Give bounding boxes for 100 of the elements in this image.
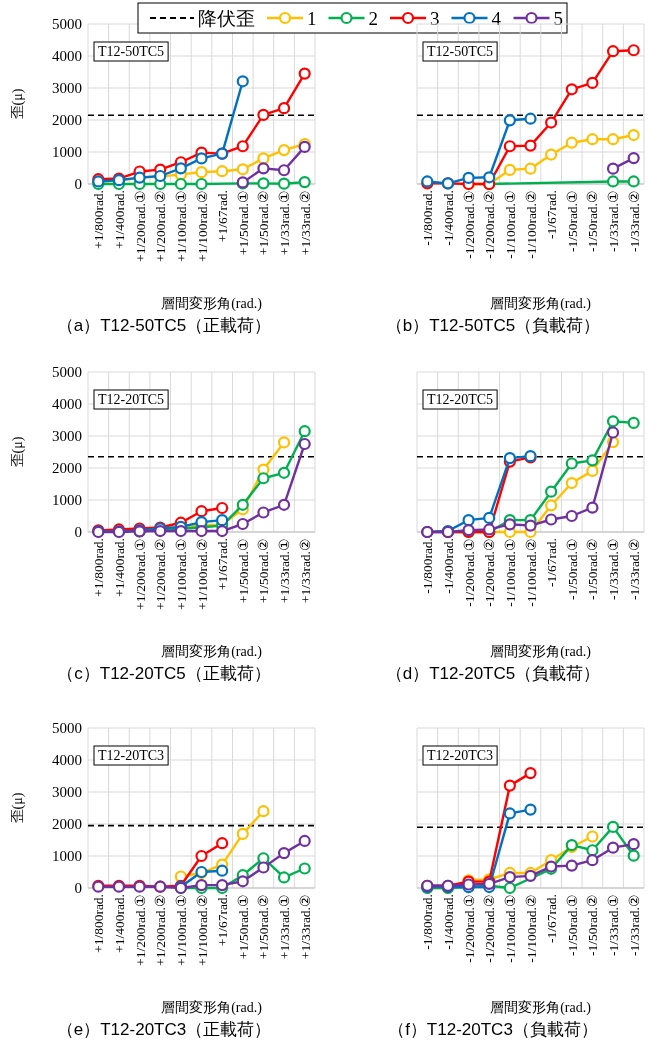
x-tick-label: +1/50rad.② [256,190,272,256]
x-tick-label: +1/33rad.① [277,894,293,960]
x-tick-label: -1/33rad.① [606,190,622,253]
x-tick-label: +1/50rad.① [235,190,251,256]
text: （c）T12-20TC5（正載荷） [57,664,271,683]
legend-label: 5 [553,8,563,29]
x-tick-label: +1/100rad.② [194,894,210,966]
x-tick-label: +1/200rad.① [132,894,148,966]
x-tick-label: -1/50rad.① [564,538,580,601]
y-tick-label: 4000 [52,752,82,768]
y-axis-title: 歪(μ) [10,88,26,120]
x-tick-label: -1/100rad.② [523,894,539,963]
y-tick-label: 4000 [52,48,82,64]
x-tick-label: +1/800rad. [91,894,107,953]
y-axis-title: 歪(μ) [10,792,26,824]
x-tick-label: +1/100rad.① [173,538,189,610]
text: （a）T12-50TC5（正載荷） [56,316,272,335]
y-tick-label: 3000 [52,784,82,800]
x-tick-label: +1/100rad.① [173,190,189,262]
annotation: T12-20TC5 [427,392,494,407]
x-tick-label: -1/800rad. [420,894,436,950]
legend-label: 1 [307,8,317,29]
x-tick-label: +1/400rad. [111,190,127,249]
x-tick-label: -1/33rad.② [626,538,642,601]
text: （e）T12-20TC3（正載荷） [56,1020,272,1039]
annotation: T12-20TC3 [98,748,165,763]
x-tick-label: +1/200rad.① [132,190,148,262]
x-axis-title: 層間変形角(rad.) [490,644,592,660]
x-tick-label: -1/200rad.② [482,894,498,963]
x-tick-label: -1/800rad. [420,190,436,246]
y-tick-label: 2000 [52,460,82,476]
x-tick-label: +1/800rad. [91,190,107,249]
x-tick-label: +1/100rad.② [194,190,210,262]
y-tick-label: 1000 [52,848,82,864]
x-tick-label: +1/800rad. [91,538,107,597]
y-tick-label: 5000 [52,720,82,736]
x-tick-label: +1/33rad.① [277,538,293,604]
x-tick-label: -1/400rad. [440,894,456,950]
x-tick-label: -1/100rad.① [502,190,518,259]
legend-label: 4 [491,8,502,29]
x-tick-label: -1/50rad.② [585,538,601,601]
x-axis-title: 層間変形角(rad.) [161,644,263,660]
x-tick-label: -1/200rad.① [461,538,477,607]
text: （b）T12-50TC5（負載荷） [385,316,601,335]
x-axis-title: 層間変形角(rad.) [490,1000,592,1016]
legend-label: 2 [368,8,378,29]
annotation: T12-50TC5 [427,44,494,59]
x-tick-label: -1/200rad.② [482,190,498,259]
y-tick-label: 2000 [52,112,82,128]
x-tick-label: +1/50rad.① [235,894,251,960]
x-tick-label: -1/33rad.① [606,538,622,601]
y-tick-label: 4000 [52,396,82,412]
x-tick-label: -1/67rad. [544,894,560,944]
y-tick-label: 5000 [52,364,82,380]
x-tick-label: +1/67rad. [215,190,231,243]
x-tick-label: +1/100rad.① [173,894,189,966]
x-tick-label: -1/200rad.① [461,190,477,259]
x-tick-label: +1/33rad.② [297,190,313,256]
x-tick-label: -1/67rad. [544,538,560,588]
y-tick-label: 5000 [52,16,82,32]
y-tick-label: 3000 [52,428,82,444]
x-tick-label: +1/400rad. [111,894,127,953]
annotation: T12-20TC3 [427,748,494,763]
x-tick-label: +1/50rad.② [256,894,272,960]
x-tick-label: -1/33rad.① [606,894,622,957]
x-tick-label: +1/200rad.② [153,894,169,966]
x-tick-label: -1/33rad.② [626,190,642,253]
x-axis-title: 層間変形角(rad.) [490,296,592,312]
x-tick-label: -1/200rad.② [482,538,498,607]
annotation: T12-20TC5 [98,392,165,407]
x-axis-title: 層間変形角(rad.) [161,1000,263,1016]
y-tick-label: 2000 [52,816,82,832]
x-tick-label: -1/50rad.② [585,190,601,253]
annotation: T12-50TC5 [98,44,165,59]
y-axis-title: 歪(μ) [10,436,26,468]
x-tick-label: -1/400rad. [440,190,456,246]
x-tick-label: -1/400rad. [440,538,456,594]
x-tick-label: -1/33rad.② [626,894,642,957]
x-tick-label: -1/50rad.① [564,190,580,253]
x-tick-label: -1/200rad.① [461,894,477,963]
x-tick-label: +1/200rad.① [132,538,148,610]
x-tick-label: +1/33rad.② [297,894,313,960]
y-tick-label: 0 [74,880,82,896]
x-tick-label: +1/200rad.② [153,190,169,262]
x-tick-label: +1/33rad.② [297,538,313,604]
y-tick-label: 1000 [52,144,82,160]
y-tick-label: 0 [74,524,82,540]
x-tick-label: +1/100rad.② [194,538,210,610]
x-tick-label: +1/67rad. [215,538,231,591]
x-tick-label: +1/50rad.② [256,538,272,604]
x-tick-label: +1/50rad.① [235,538,251,604]
x-tick-label: -1/50rad.② [585,894,601,957]
x-tick-label: -1/67rad. [544,190,560,240]
x-tick-label: -1/100rad.① [502,894,518,963]
x-tick-label: +1/400rad. [111,538,127,597]
x-tick-label: +1/67rad. [215,894,231,947]
text: （f）T12-20TC3（負載荷） [388,1020,598,1039]
text: （d）T12-20TC5（負載荷） [385,664,601,683]
x-tick-label: -1/100rad.① [502,538,518,607]
x-axis-title: 層間変形角(rad.) [161,296,263,312]
